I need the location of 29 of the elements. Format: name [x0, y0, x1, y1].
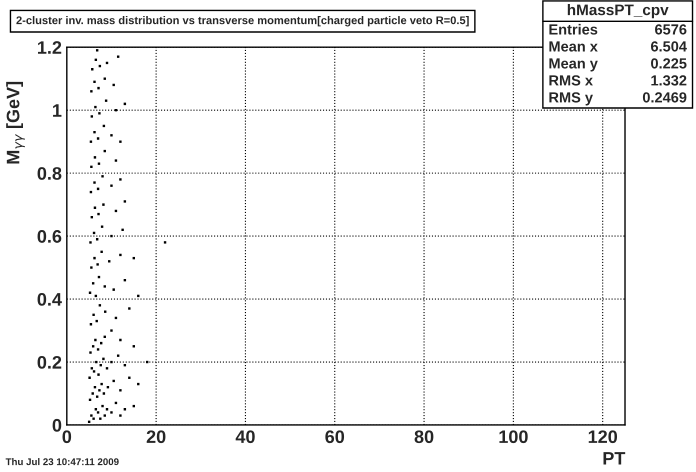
y-tick-label: 0.6	[38, 230, 62, 243]
text: 6.504	[650, 41, 687, 52]
text: 1.332	[651, 75, 686, 86]
y-tick-label: 0.4	[38, 292, 62, 306]
x-tick-label: 40	[236, 430, 255, 444]
x-tick-label: 0	[62, 430, 72, 444]
x-tick-label: 100	[499, 430, 528, 444]
x-tick-label: 120	[588, 430, 618, 444]
annotation: Mean y	[549, 58, 598, 72]
annotation: Mean x	[549, 41, 598, 52]
y-tick-label: 0.2	[38, 356, 62, 369]
y-tick-label: 1.2	[38, 41, 62, 54]
x-axis-title: PT	[604, 452, 626, 465]
chart-title: 2-cluster inv. mass distribution vs transverse momentum[charged particle veto R=0.5]	[16, 16, 469, 26]
text: Thu Jul 23 10:47:11 2009	[6, 458, 119, 466]
x-tick-label: 60	[325, 430, 344, 444]
text: Entries	[549, 24, 598, 35]
text: 0.225	[651, 58, 687, 69]
x-tick-label: 80	[414, 430, 434, 444]
y-axis-title: M$_{γγ}$ [GeV]	[6, 82, 25, 164]
y-tick-label: 1	[53, 104, 62, 117]
y-tick-label: 0	[52, 418, 62, 432]
x-tick-label: 20	[146, 430, 166, 444]
annotation: RMS x	[549, 75, 593, 86]
annotation: RMS y	[549, 92, 593, 106]
text: 6576	[655, 24, 686, 35]
text: 0.2469	[642, 92, 686, 103]
text: hMassPT_cpv	[568, 4, 669, 18]
y-tick-label: 0.8	[38, 167, 62, 180]
